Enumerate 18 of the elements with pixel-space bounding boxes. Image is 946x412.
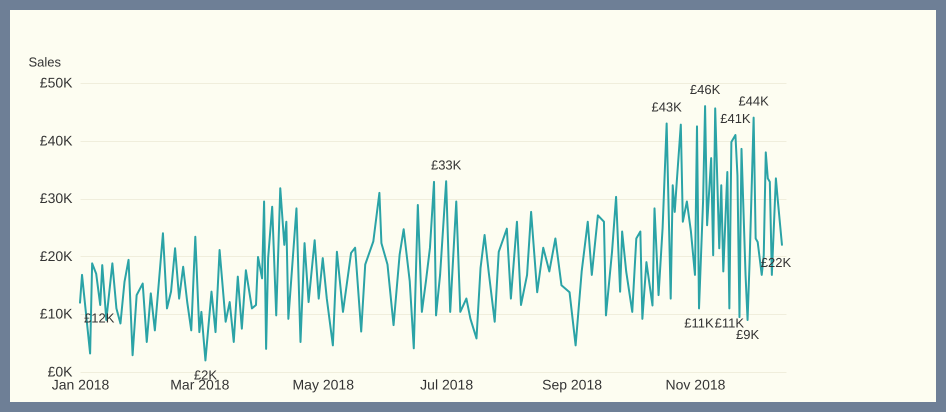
y-tick-label: £50K: [40, 74, 74, 90]
y-tick-label: £10K: [40, 306, 74, 322]
y-tick-label: £30K: [40, 190, 74, 206]
x-tick-label: Nov 2018: [666, 376, 726, 392]
x-tick-label: Jul 2018: [420, 376, 474, 392]
annotation: £33K: [430, 157, 462, 172]
annotation: £43K: [651, 99, 682, 114]
annotation: £11K: [684, 315, 714, 330]
annotation: £44K: [738, 94, 770, 109]
y-tick-label: £0K: [48, 364, 74, 380]
annotation: £46K: [690, 82, 721, 98]
x-tick-label: Sep 2018: [542, 376, 602, 392]
x-tick-label: May 2018: [292, 376, 354, 392]
annotation: £41K: [720, 111, 751, 126]
y-axis-title: Sales: [28, 54, 62, 70]
y-tick-label: £20K: [40, 248, 74, 264]
x-tick-label: Jan 2018: [52, 376, 110, 392]
y-tick-label: £40K: [40, 132, 74, 148]
